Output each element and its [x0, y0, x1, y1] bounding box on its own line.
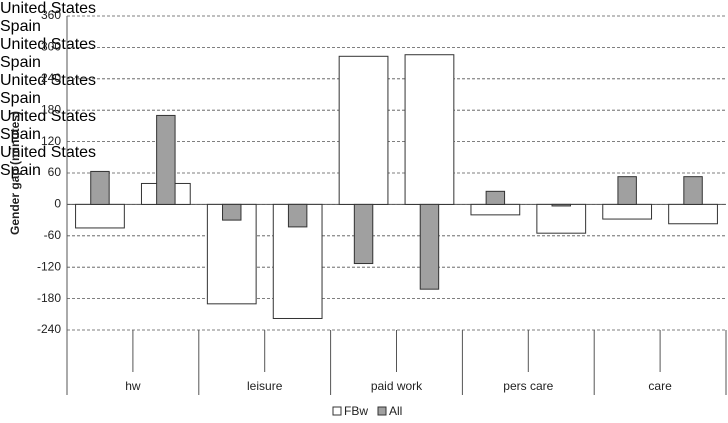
x-tick-label: Spain: [0, 90, 41, 107]
x-tick-label: Spain: [0, 126, 41, 143]
legend-label: All: [389, 404, 402, 418]
bar: [338, 55, 389, 205]
bar: [617, 176, 637, 205]
bar: [419, 203, 440, 290]
bar: [287, 203, 308, 228]
y-tick-label: 360: [41, 8, 61, 22]
x-tick-label: United States: [0, 36, 97, 53]
bar: [683, 176, 703, 205]
y-tick-label: 240: [41, 71, 61, 85]
group-label: pers care: [503, 379, 553, 393]
group-label: hw: [125, 379, 141, 393]
y-tick-label: -120: [37, 259, 61, 273]
bar: [156, 114, 176, 205]
bar: [206, 203, 257, 305]
bar: [222, 203, 242, 221]
bar: [536, 203, 587, 234]
x-tick-label: United States: [0, 108, 97, 125]
y-tick-label: 60: [48, 165, 62, 179]
group-label: leisure: [247, 379, 283, 393]
x-tick-label: United States: [0, 72, 97, 89]
bar: [353, 203, 374, 265]
y-tick-label: 300: [41, 40, 61, 54]
y-tick-label: -240: [37, 322, 61, 336]
bar: [470, 203, 521, 216]
y-axis-label: Gender gap (minutes): [8, 111, 22, 235]
bar: [90, 170, 110, 205]
y-tick-label: 120: [41, 134, 61, 148]
group-label: care: [648, 379, 672, 393]
y-tick-label: -180: [37, 291, 61, 305]
bar: [551, 203, 571, 207]
y-tick-label: 0: [54, 197, 61, 211]
bar: [404, 54, 455, 205]
y-tick-label: -60: [44, 228, 62, 242]
bar: [602, 203, 653, 220]
bar: [75, 203, 125, 229]
group-label: paid work: [371, 379, 423, 393]
bar: [272, 203, 323, 319]
legend-swatch: [332, 406, 342, 416]
bar: [485, 190, 506, 205]
x-tick-label: Spain: [0, 162, 41, 179]
x-tick-label: Spain: [0, 18, 41, 35]
x-tick-label: Spain: [0, 54, 41, 71]
bar: [668, 203, 718, 225]
y-tick-label: 180: [41, 102, 61, 116]
legend-swatch: [377, 406, 387, 416]
legend-label: FBw: [344, 404, 368, 418]
x-tick-label: United States: [0, 0, 97, 17]
x-tick-label: United States: [0, 144, 97, 161]
